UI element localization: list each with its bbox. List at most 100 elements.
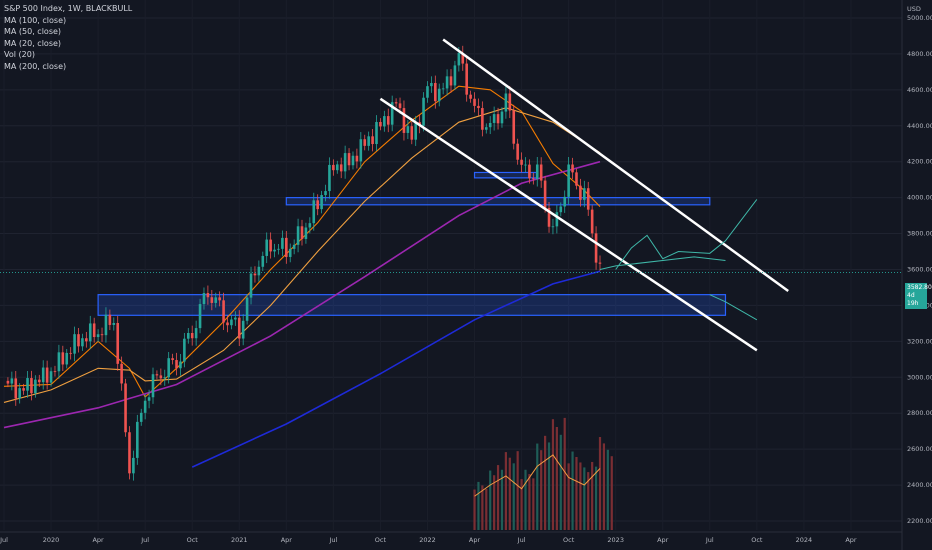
x-tick-label: Oct	[375, 536, 387, 544]
candle-body	[22, 388, 25, 391]
y-tick-label: 3800.00	[907, 230, 932, 238]
y-tick-label: 2600.00	[907, 445, 932, 453]
x-tick-label: Apr	[845, 536, 857, 544]
volume-bar	[489, 470, 492, 530]
volume-bar	[528, 474, 531, 530]
x-tick-label: 2024	[796, 536, 813, 544]
candle-body	[579, 185, 582, 200]
candle-body	[155, 374, 159, 376]
candle-body	[324, 191, 327, 196]
candle-body	[30, 378, 33, 394]
x-tick-label: 2021	[231, 536, 248, 544]
legend-ma200[interactable]: MA (200, close)	[4, 61, 67, 71]
legend-ma100[interactable]: MA (100, close)	[4, 15, 67, 25]
candle-body	[269, 239, 272, 252]
projection-path	[599, 256, 726, 270]
candle-body	[183, 338, 186, 362]
candle-body	[104, 314, 108, 336]
candle-body	[65, 352, 69, 365]
last-price-badge: 3582.80 4d 19h	[905, 283, 932, 309]
candle-body	[61, 352, 65, 365]
volume-bar	[575, 456, 578, 530]
candle-body	[473, 98, 476, 106]
candle-body	[241, 320, 245, 339]
candle-body	[351, 155, 355, 166]
x-tick-label: Apr	[281, 536, 293, 544]
candle-body	[261, 255, 265, 267]
legend-ma50[interactable]: MA (50, close)	[4, 27, 62, 36]
y-tick-label: 3000.00	[907, 373, 932, 381]
candle-body	[363, 139, 367, 146]
candle-body	[245, 297, 249, 321]
candle-body	[190, 332, 194, 339]
x-tick-label: Jul	[328, 536, 337, 544]
candle-body	[108, 314, 112, 325]
volume-bar	[567, 463, 570, 530]
x-tick-label: Jul	[517, 536, 526, 544]
candle-body	[41, 367, 45, 383]
candle-body	[163, 377, 167, 379]
candle-body	[371, 136, 374, 145]
candle-body	[112, 322, 116, 325]
legend-ma20[interactable]: MA (20, close)	[4, 38, 62, 48]
volume-bar	[559, 434, 562, 530]
candle-body	[281, 237, 284, 249]
candle-body	[73, 334, 76, 354]
candle-body	[253, 273, 257, 276]
candle-body	[402, 108, 406, 133]
volume-bar	[547, 442, 551, 530]
candle-body	[120, 363, 123, 384]
candle-body	[316, 200, 319, 210]
candle-body	[198, 304, 202, 329]
candle-body	[512, 110, 516, 144]
candle-body	[484, 127, 488, 130]
candle-body	[222, 300, 225, 323]
lower-channel-line	[379, 97, 758, 352]
ma200-line	[191, 270, 601, 468]
candle-body	[147, 397, 151, 401]
candle-body	[218, 297, 221, 301]
candle-body	[547, 207, 551, 227]
volume-bar	[477, 481, 480, 530]
volume-bar	[532, 478, 535, 530]
candle-body	[230, 319, 233, 326]
candle-body	[481, 108, 484, 130]
volume-bar	[544, 435, 547, 530]
candle-body	[14, 378, 18, 399]
candle-body	[175, 360, 178, 369]
candle-body	[37, 379, 41, 383]
candle-body	[441, 88, 445, 90]
candle-body	[300, 226, 304, 239]
candle-body	[535, 164, 539, 180]
support-zone	[97, 294, 727, 316]
candle-body	[394, 102, 398, 104]
candle-body	[77, 334, 80, 347]
candle-body	[453, 65, 457, 86]
y-tick-label: 4400.00	[907, 122, 932, 130]
candle-body	[186, 332, 190, 339]
candle-body	[214, 297, 218, 303]
support-zone	[473, 171, 538, 179]
volume-bar	[473, 489, 476, 530]
candle-body	[308, 223, 312, 228]
bar-countdown: 4d 19h	[907, 292, 919, 307]
candle-body	[249, 273, 253, 298]
candle-body	[379, 121, 382, 127]
candle-body	[116, 322, 120, 364]
legend-title: S&P 500 Index, 1W, BLACKBULL	[4, 4, 133, 13]
chart-legend: S&P 500 Index, 1W, BLACKBULL MA (100, cl…	[4, 3, 132, 72]
candle-body	[296, 226, 300, 245]
candle-body	[171, 358, 174, 361]
candle-body	[143, 400, 147, 413]
candle-body	[516, 143, 519, 160]
legend-vol20[interactable]: Vol (20)	[4, 50, 35, 59]
candle-body	[390, 102, 394, 125]
x-tick-label: Apr	[92, 536, 104, 544]
candle-body	[132, 457, 135, 474]
volume-bar	[512, 463, 515, 530]
candle-body	[532, 178, 535, 180]
candle-body	[202, 293, 206, 305]
y-tick-label: 2800.00	[907, 409, 932, 417]
candle-body	[96, 334, 100, 338]
